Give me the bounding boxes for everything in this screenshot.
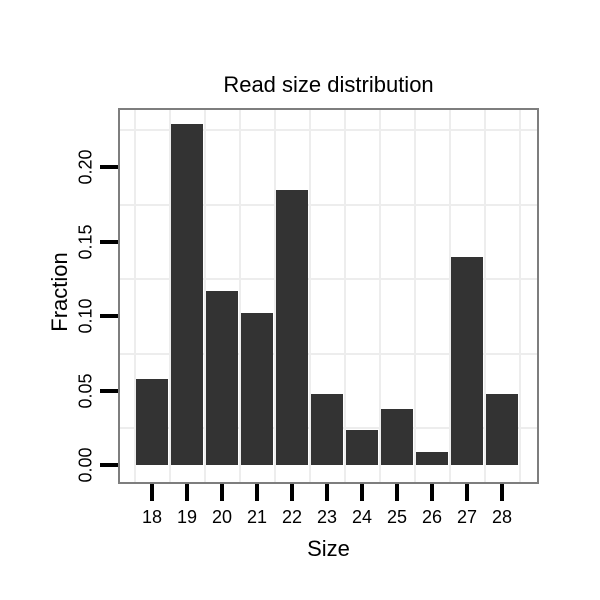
x-axis-tick — [430, 484, 434, 501]
x-tick-label: 20 — [211, 507, 233, 527]
x-tick-label: 25 — [386, 507, 408, 527]
y-axis-title: Fraction — [47, 252, 72, 332]
bar-20 — [206, 291, 238, 466]
x-axis-tick — [325, 484, 329, 501]
y-axis-tick — [100, 239, 118, 244]
vertical-gridline — [168, 110, 171, 482]
horizontal-gridline — [120, 278, 537, 281]
y-axis-tick — [100, 388, 118, 393]
vertical-gridline — [273, 110, 276, 482]
x-tick-label: 23 — [316, 507, 338, 527]
bar-19 — [171, 124, 203, 466]
bar-27 — [451, 256, 483, 466]
y-axis-tick — [100, 165, 118, 170]
bar-18 — [136, 378, 168, 466]
x-axis-tick — [185, 484, 189, 501]
x-axis-tick — [255, 484, 259, 501]
x-axis-tick — [220, 484, 224, 501]
horizontal-gridline — [120, 129, 537, 132]
x-axis-tick — [150, 484, 154, 501]
y-tick-label: 0.20 — [75, 149, 96, 185]
vertical-gridline — [448, 110, 451, 482]
horizontal-gridline — [120, 352, 537, 355]
vertical-gridline — [413, 110, 416, 482]
x-tick-label: 27 — [456, 507, 478, 527]
x-axis-title: Size — [307, 536, 350, 561]
bar-26 — [416, 451, 448, 466]
x-tick-label: 24 — [351, 507, 373, 527]
x-tick-label: 26 — [421, 507, 443, 527]
bar-25 — [381, 408, 413, 466]
x-axis-tick — [360, 484, 364, 501]
x-axis-tick — [465, 484, 469, 501]
x-tick-label: 22 — [281, 507, 303, 527]
x-tick-label: 18 — [141, 507, 163, 527]
plot-panel — [118, 108, 539, 484]
vertical-gridline — [483, 110, 486, 482]
y-tick-label: 0.10 — [75, 298, 96, 334]
x-axis-tick — [500, 484, 504, 501]
horizontal-gridline — [120, 203, 537, 206]
y-axis-tick — [100, 463, 118, 468]
x-tick-label: 28 — [491, 507, 513, 527]
y-tick-label: 0.05 — [75, 373, 96, 409]
vertical-gridline — [343, 110, 346, 482]
y-tick-label: 0.15 — [75, 224, 96, 260]
chart-title: Read size distribution — [223, 72, 434, 97]
x-tick-label: 21 — [246, 507, 268, 527]
bar-28 — [486, 393, 518, 466]
bar-21 — [241, 313, 273, 466]
bar-22 — [276, 189, 308, 466]
y-axis-tick — [100, 314, 118, 319]
bar-23 — [311, 393, 343, 466]
vertical-gridline — [378, 110, 381, 482]
vertical-gridline — [238, 110, 241, 482]
vertical-gridline — [203, 110, 206, 482]
x-axis-tick — [395, 484, 399, 501]
vertical-gridline — [133, 110, 136, 482]
bar-24 — [346, 429, 378, 466]
x-tick-label: 19 — [176, 507, 198, 527]
y-tick-label: 0.00 — [75, 447, 96, 483]
x-axis-tick — [290, 484, 294, 501]
vertical-gridline — [518, 110, 521, 482]
vertical-gridline — [308, 110, 311, 482]
